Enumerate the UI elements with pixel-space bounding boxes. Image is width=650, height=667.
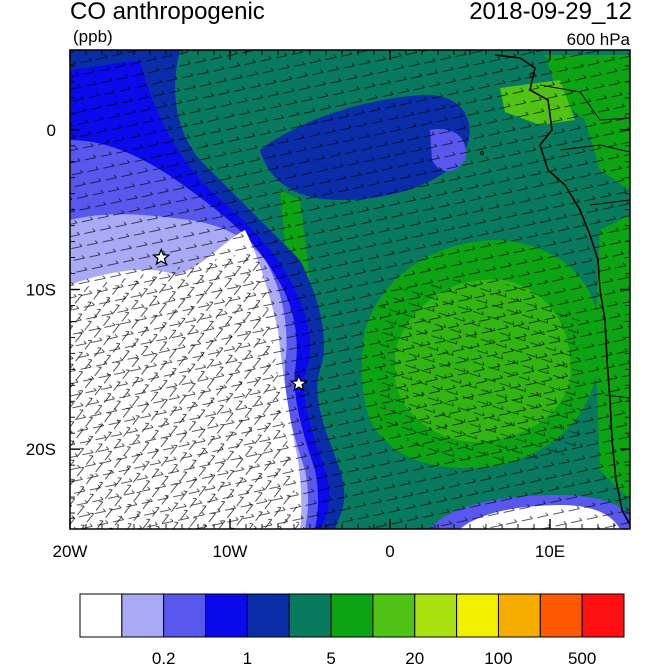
y-tick-label: 0 [47, 121, 56, 140]
star-marker [151, 247, 171, 266]
colorbar-label: 0.2 [152, 649, 176, 667]
timestamp-label: 2018-09-29_12 [469, 0, 632, 25]
units-label: (ppb) [73, 27, 113, 46]
island-bioko [529, 72, 535, 78]
x-tick-label: 10E [535, 542, 565, 561]
star-marker [289, 373, 309, 392]
colorbar-swatch [121, 593, 165, 638]
y-tick-label: 20S [26, 440, 56, 459]
colorbar-swatch [330, 593, 374, 638]
map-title: CO anthropogenic [70, 0, 265, 25]
x-tick-label: 0 [385, 542, 394, 561]
country-border-namibia [604, 394, 630, 399]
country-border-angola-north [589, 199, 630, 206]
island-annobon [480, 151, 484, 155]
colorbar-swatch [288, 593, 332, 638]
colorbar-label: 1 [243, 649, 252, 667]
colorbar-label: 20 [405, 649, 424, 667]
country-border-north [539, 84, 630, 121]
x-tick-label: 10W [213, 542, 248, 561]
wind-vectors-south [70, 250, 300, 529]
colorbar-swatch [163, 593, 207, 638]
axis-ticks: 20W 10W 0 10E 0 10S 20S [26, 49, 631, 561]
marker-layer [151, 247, 309, 392]
colorbar-label: 100 [484, 649, 512, 667]
colorbar-swatch [79, 593, 123, 638]
concentration-field [70, 50, 630, 529]
colorbar-swatch [581, 593, 625, 638]
x-tick-label: 20W [53, 542, 88, 561]
colorbar-swatch [205, 593, 248, 638]
colorbar-label: 500 [568, 649, 596, 667]
colorbar-swatch [372, 593, 416, 638]
colorbar: 0.2 1 5 20 100 500 [79, 593, 625, 667]
colorbar-swatch [497, 593, 541, 638]
country-border-congo [559, 144, 630, 153]
coastline-africa [494, 54, 630, 526]
pressure-level-label: 600 hPa [566, 30, 630, 49]
colorbar-swatch [246, 593, 290, 638]
colorbar-swatch [539, 593, 583, 638]
y-tick-label: 10S [26, 281, 56, 300]
wind-vectors-swirl [380, 279, 580, 463]
colorbar-label: 5 [326, 649, 335, 667]
colorbar-swatch [456, 593, 499, 638]
colorbar-swatch [414, 593, 458, 638]
